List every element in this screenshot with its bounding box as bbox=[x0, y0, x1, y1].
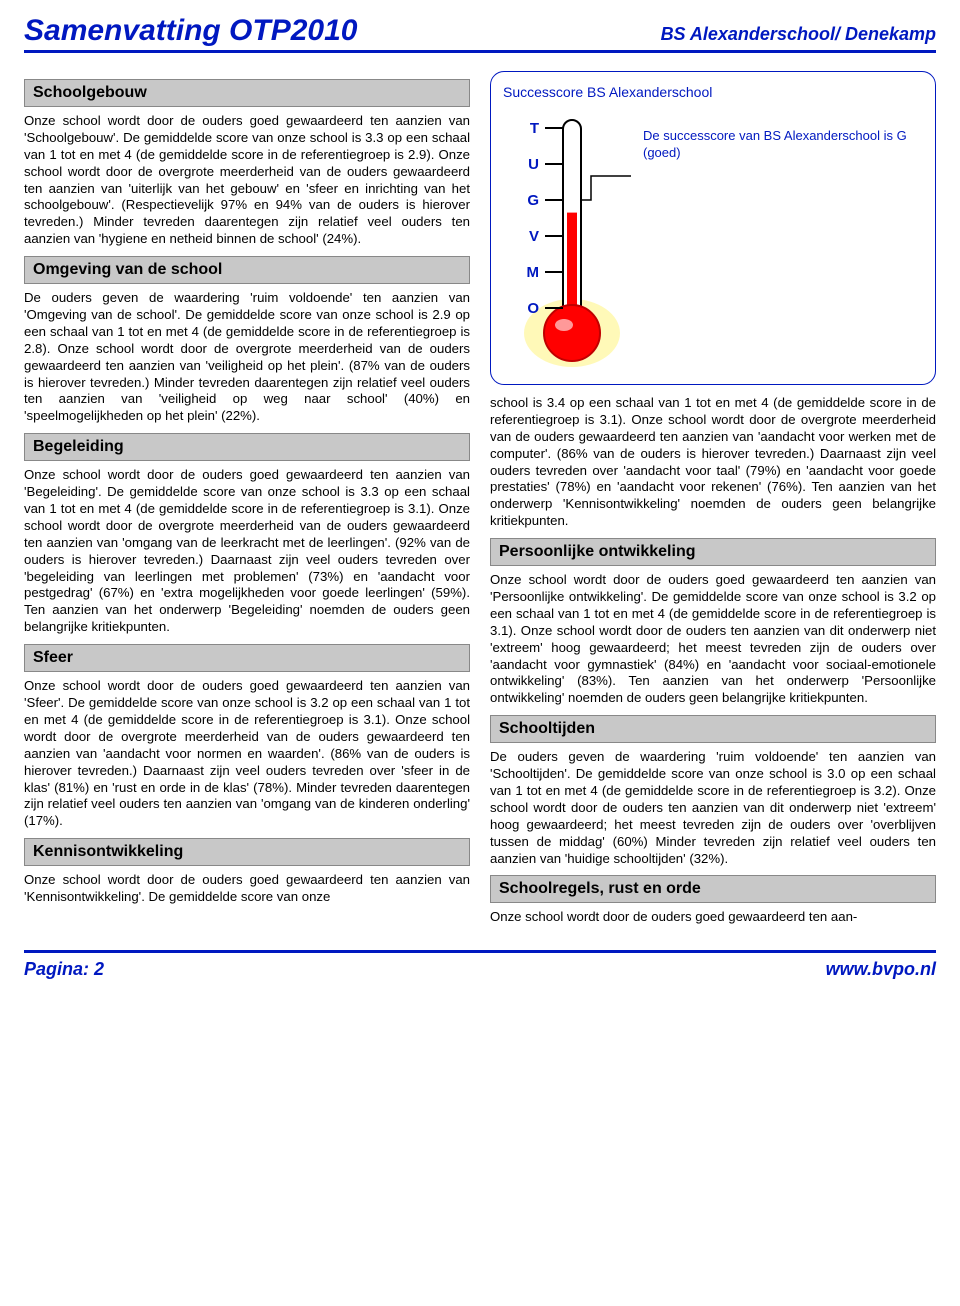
section-body-persoonlijk: Onze school wordt door de ouders goed ge… bbox=[490, 572, 936, 707]
successcore-title: Successcore BS Alexanderschool bbox=[503, 84, 923, 100]
section-heading-sfeer: Sfeer bbox=[24, 644, 470, 672]
page-footer: Pagina: 2 www.bvpo.nl bbox=[24, 950, 936, 994]
section-heading-begeleiding: Begeleiding bbox=[24, 433, 470, 461]
section-heading-schoolregels: Schoolregels, rust en orde bbox=[490, 875, 936, 903]
page-title: Samenvatting OTP2010 bbox=[24, 14, 357, 48]
section-body-kennis-right: school is 3.4 op een schaal van 1 tot en… bbox=[490, 395, 936, 530]
svg-text:U: U bbox=[528, 156, 539, 173]
left-column: Schoolgebouw Onze school wordt door de o… bbox=[24, 71, 470, 930]
successcore-box: Successcore BS Alexanderschool T U G V M O De… bbox=[490, 71, 936, 385]
section-body-kennis-left: Onze school wordt door de ouders goed ge… bbox=[24, 872, 470, 906]
section-body-schoolgebouw: Onze school wordt door de ouders goed ge… bbox=[24, 113, 470, 248]
section-heading-schoolgebouw: Schoolgebouw bbox=[24, 79, 470, 107]
section-heading-kennis: Kennisontwikkeling bbox=[24, 838, 470, 866]
successcore-caption: De successcore van BS Alexanderschool is… bbox=[643, 128, 923, 162]
section-heading-schooltijden: Schooltijden bbox=[490, 715, 936, 743]
section-body-schooltijden: De ouders geven de waardering 'ruim vold… bbox=[490, 749, 936, 867]
section-heading-omgeving: Omgeving van de school bbox=[24, 256, 470, 284]
section-body-begeleiding: Onze school wordt door de ouders goed ge… bbox=[24, 467, 470, 636]
page-header: Samenvatting OTP2010 BS Alexanderschool/… bbox=[24, 14, 936, 53]
footer-site: www.bvpo.nl bbox=[826, 959, 936, 980]
footer-page-number: Pagina: 2 bbox=[24, 959, 104, 980]
section-body-omgeving: De ouders geven de waardering 'ruim vold… bbox=[24, 290, 470, 425]
svg-text:O: O bbox=[527, 300, 539, 317]
section-body-sfeer: Onze school wordt door de ouders goed ge… bbox=[24, 678, 470, 830]
svg-text:M: M bbox=[527, 264, 540, 281]
section-heading-persoonlijk: Persoonlijke ontwikkeling bbox=[490, 538, 936, 566]
thermometer-icon: T U G V M O bbox=[503, 108, 633, 368]
section-body-schoolregels: Onze school wordt door de ouders goed ge… bbox=[490, 909, 936, 926]
svg-text:G: G bbox=[527, 192, 539, 209]
svg-text:V: V bbox=[529, 228, 539, 245]
page-subtitle: BS Alexanderschool/ Denekamp bbox=[661, 24, 936, 45]
right-column: Successcore BS Alexanderschool T U G V M O De… bbox=[490, 71, 936, 930]
svg-text:T: T bbox=[530, 120, 539, 137]
